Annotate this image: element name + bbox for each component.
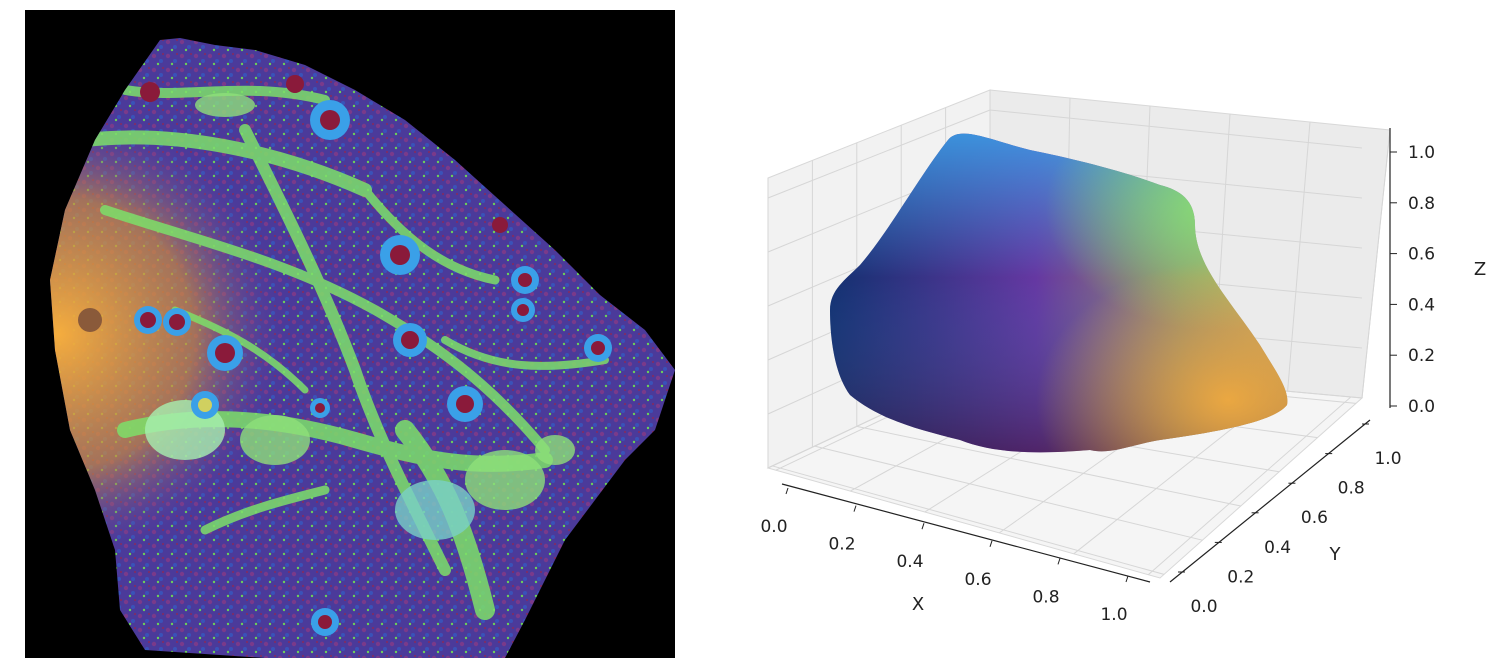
grid-line [767, 109, 991, 199]
grid-line [1147, 396, 1352, 576]
grid-line [989, 109, 1363, 149]
z-tick-label: 1.0 [1408, 143, 1435, 163]
x-tick [1057, 558, 1061, 565]
y-tick-label: 0.6 [1301, 508, 1328, 528]
tissue-image [25, 10, 675, 658]
z-tick-label: 0.2 [1408, 346, 1435, 366]
z-tick-label: 0.8 [1408, 194, 1435, 214]
tissue-image-panel [25, 10, 675, 658]
axis-ticks: 0.0 0.2 0.4 0.6 0.8 1.0 0.0 0.2 0.4 0.6 0.8 1.0 0.0 0… [760, 143, 1435, 625]
x-tick [785, 487, 789, 495]
axis-lines [781, 128, 1391, 583]
x-tick [853, 505, 857, 512]
x-tick [1125, 575, 1129, 583]
y-tick-label: 0.4 [1264, 538, 1291, 558]
scatter3d-plot: 0.0 0.2 0.4 0.6 0.8 1.0 0.0 0.2 0.4 0.6 0.8 1.0 0.0 0… [760, 89, 1486, 625]
x-tick [989, 540, 993, 547]
x-tick-label: 0.6 [964, 570, 991, 590]
z-tick-label: 0.4 [1408, 295, 1435, 315]
grid-line [814, 445, 1203, 541]
x-tick-label: 0.4 [896, 552, 923, 572]
grid-line [1287, 121, 1311, 392]
y-tick-label: 0.2 [1227, 567, 1254, 587]
grid-line [772, 465, 1165, 575]
y-tick-label: 0.0 [1190, 597, 1217, 617]
x-tick [921, 523, 925, 530]
z-axis-label: Z [1474, 259, 1486, 280]
y-tick-label: 1.0 [1374, 449, 1401, 469]
follicles [78, 75, 612, 636]
grid-line [856, 425, 1241, 507]
y-tick-label: 0.8 [1338, 479, 1365, 499]
y-axis-label: Y [1329, 544, 1342, 565]
grid-line [1361, 129, 1391, 399]
x-tick-label: 0.2 [828, 535, 855, 555]
x-tick-label: 0.0 [760, 517, 787, 537]
scatter3d-panel: 0.0 0.2 0.4 0.6 0.8 1.0 0.0 0.2 0.4 0.6 0.8 1.0 0.0 0… [690, 0, 1500, 668]
x-axis-label: X [912, 594, 924, 615]
z-tick-label: 0.6 [1408, 245, 1435, 265]
x-tick-label: 0.8 [1032, 587, 1059, 607]
x-tick-label: 1.0 [1100, 605, 1127, 625]
z-tick-label: 0.0 [1408, 397, 1435, 417]
